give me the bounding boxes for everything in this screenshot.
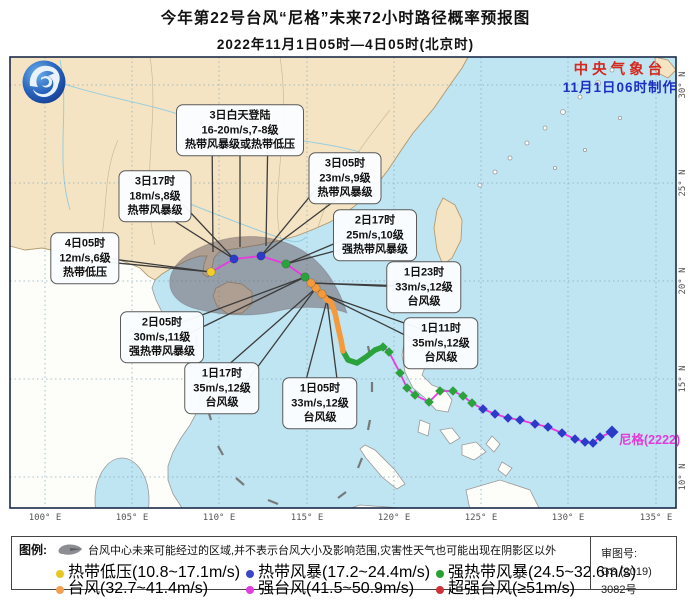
callout-line: 18m/s,8级 (129, 189, 181, 202)
callout-d4-05: 4日05时 12m/s,6级 热带低压 (50, 232, 120, 284)
callout-d2-05: 2日05时 30m/s,11级 强热带风暴级 (120, 311, 204, 363)
agency-name: 中央气象台 (573, 62, 667, 78)
callout-line: 热带低压 (63, 266, 107, 279)
title-line2: 2022年11月1日05时—4日05时(北京时) (216, 37, 475, 52)
callout-line: 16-20m/s,7-8级 (201, 123, 279, 136)
callout-line: 1日17时 (201, 367, 243, 380)
lat-label: 15° N (678, 365, 688, 393)
callout-line: 台风级 (407, 295, 441, 308)
lon-label: 100° E (28, 513, 62, 523)
legend-item-label: 强台风(41.5~50.9m/s) (258, 580, 415, 597)
legend-dot (56, 570, 64, 578)
callout-line: 35m/s,12级 (193, 381, 251, 394)
legend-item-label: 超强台风(≥51m/s) (448, 580, 576, 597)
callout-d3-17: 3日17时 18m/s,8级 热带风暴级 (118, 170, 192, 222)
legend-dot (56, 586, 64, 594)
lat-label: 25° N (678, 169, 688, 197)
callout-line: 3日05时 (324, 157, 366, 170)
cma-logo (22, 60, 66, 104)
issue-time: 11月1日06时制作 (562, 80, 677, 95)
legend-item-label: 台风(32.7~41.4m/s) (68, 580, 209, 597)
legend-item: 热带风暴(17.2~24.4m/s) (246, 558, 430, 582)
legend-dot (436, 570, 444, 578)
callout-line: 热带风暴级 (127, 204, 183, 217)
agency-credit: 中央气象台 11月1日06时制作 (563, 62, 677, 96)
lon-label: 110° E (202, 513, 236, 523)
lon-label: 105° E (115, 513, 149, 523)
callout-line: 台风级 (303, 411, 337, 424)
callout-line: 台风级 (205, 396, 239, 409)
legend-dot (436, 586, 444, 594)
title-line1: 今年第22号台风“尼格”未来72小时路径概率预报图 (160, 10, 531, 27)
lat-label: 10° N (678, 463, 688, 491)
callout-d2-17: 2日17时 25m/s,10级 强热带风暴级 (333, 209, 417, 261)
callout-line: 33m/s,12级 (291, 396, 349, 409)
callout-landfall: 3日白天登陆 16-20m/s,7-8级热带风暴级或热带低压 (176, 104, 304, 156)
callout-line: 23m/s,9级 (319, 171, 371, 184)
callout-line: 3日白天登陆 (209, 109, 271, 122)
legend-dot (246, 570, 254, 578)
page-title: 今年第22号台风“尼格”未来72小时路径概率预报图 2022年11月1日05时—… (0, 6, 691, 53)
callout-line: 4日05时 (64, 237, 106, 250)
callout-line: 3日17时 (134, 175, 176, 188)
callout-line: 33m/s,12级 (395, 280, 453, 293)
lon-label: 120° E (377, 513, 411, 523)
legend-item-label: 热带风暴(17.2~24.4m/s) (258, 564, 431, 581)
callout-line: 强热带风暴级 (129, 345, 195, 358)
callout-d1-11: 1日11时 35m/s,12级 台风级 (403, 317, 479, 369)
callout-line: 1日11时 (421, 322, 461, 335)
callout-line: 25m/s,10级 (346, 228, 404, 241)
callout-d1-23: 1日23时 33m/s,12级 台风级 (386, 261, 462, 313)
legend-item: 台风(32.7~41.4m/s) (56, 574, 208, 598)
callout-line: 热带风暴级 (317, 186, 373, 199)
legend-item: 强热带风暴(24.5~32.6m/s) (436, 558, 636, 582)
cone-legend-icon (58, 544, 82, 555)
callout-line: 1日23时 (403, 266, 445, 279)
callout-line: 强热带风暴级 (342, 243, 408, 256)
storm-name-label: 尼格(2222) (619, 433, 681, 447)
cone-legend-text: 台风中心未来可能经过的区域,并不表示台风大小及影响范围,灾害性天气也可能出现在阴… (88, 545, 557, 557)
kyushu (654, 57, 676, 79)
lon-label: 135° E (639, 513, 673, 523)
callout-line: 35m/s,12级 (412, 336, 470, 349)
callout-d3-05: 3日05时 23m/s,9级 热带风暴级 (308, 152, 382, 204)
lat-label: 20° N (678, 267, 688, 295)
callout-line: 台风级 (424, 351, 458, 364)
probability-cone (169, 235, 348, 316)
callout-line: 2日17时 (354, 214, 396, 227)
legend-title: 图例: (19, 543, 47, 557)
callout-line: 1日05时 (299, 382, 341, 395)
ryukyu-islands (477, 67, 623, 188)
callout-line: 2日05时 (141, 316, 183, 329)
review-value: GS (2019) 3082号 (601, 566, 652, 596)
legend-item: 强台风(41.5~50.9m/s) (246, 574, 414, 598)
legend-item-label: 强热带风暴(24.5~32.6m/s) (448, 564, 637, 581)
legend-item: 热带低压(10.8~17.1m/s) (56, 558, 240, 582)
callout-d1-17: 1日17时 35m/s,12级 台风级 (184, 362, 260, 414)
lon-label: 115° E (290, 513, 324, 523)
legend-item: 超强台风(≥51m/s) (436, 574, 575, 598)
map-review-number: 审图号: GS (2019) 3082号 (590, 537, 676, 596)
gulf-of-thailand (94, 457, 150, 508)
callout-line: 热带风暴级或热带低压 (185, 138, 295, 151)
callout-d1-05: 1日05时 33m/s,12级 台风级 (282, 377, 358, 429)
map-frame (9, 56, 677, 509)
legend-item-label: 热带低压(10.8~17.1m/s) (68, 564, 241, 581)
lon-label: 125° E (464, 513, 498, 523)
legend-panel: 图例: 台风中心未来可能经过的区域,并不表示台风大小及影响范围,灾害性天气也可能… (11, 536, 677, 597)
lon-label: 130° E (551, 513, 585, 523)
callout-line: 12m/s,6级 (59, 251, 111, 264)
callout-line: 30m/s,11级 (133, 330, 191, 343)
review-label: 审图号: (601, 548, 638, 560)
legend-dot (246, 586, 254, 594)
lat-label: 30° N (678, 71, 688, 99)
